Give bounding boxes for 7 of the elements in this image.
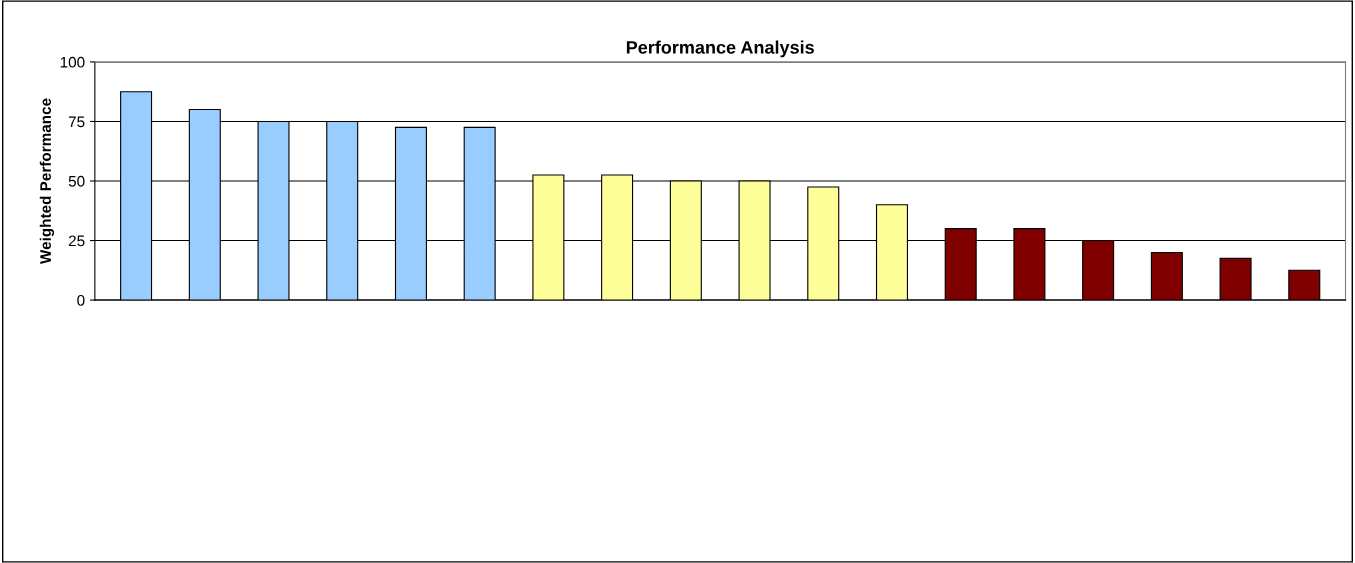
chart-title: Performance Analysis (626, 40, 814, 58)
y-tick-label: 75 (68, 116, 85, 128)
y-tick-label: 25 (68, 235, 85, 247)
y-tick-label: 100 (60, 56, 85, 68)
y-axis-title: Weighted Performance (39, 98, 55, 265)
y-tick-label: 0 (77, 294, 85, 306)
y-tick-label: 50 (68, 175, 85, 187)
